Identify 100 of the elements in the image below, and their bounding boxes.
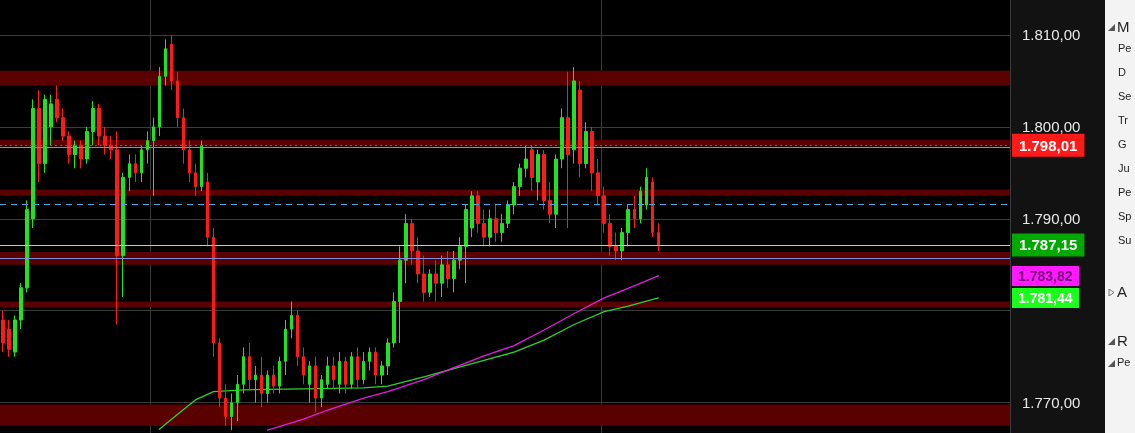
candlestick xyxy=(152,117,155,197)
candlestick xyxy=(476,190,480,234)
candlestick xyxy=(146,130,149,165)
candlestick xyxy=(128,153,131,192)
candlestick xyxy=(470,190,474,238)
candlestick xyxy=(536,149,540,201)
candlestick xyxy=(428,268,432,298)
line-series xyxy=(158,297,659,430)
text: M xyxy=(1117,18,1130,35)
candlestick xyxy=(657,222,660,252)
candlestick xyxy=(164,39,167,86)
candlestick xyxy=(13,314,17,358)
candlestick xyxy=(176,71,179,128)
text: Sp xyxy=(1118,210,1132,222)
candlestick xyxy=(434,259,438,303)
candlestick xyxy=(572,66,576,165)
candlestick xyxy=(254,365,257,404)
candlestick xyxy=(320,374,323,408)
candlestick xyxy=(542,149,546,211)
text: D xyxy=(1118,66,1126,78)
candlestick xyxy=(212,227,215,358)
candlestick xyxy=(266,369,269,404)
y-tick-label: 1.790,00 xyxy=(1022,210,1081,228)
candlestick xyxy=(620,227,624,261)
candlestick xyxy=(91,100,95,146)
candlestick xyxy=(350,351,353,390)
candlestick xyxy=(464,204,468,284)
candlestick xyxy=(326,356,329,390)
text: Pe xyxy=(1118,42,1132,54)
candlestick xyxy=(506,199,510,229)
candlestick xyxy=(614,232,618,261)
candlestick xyxy=(416,236,420,284)
candlestick xyxy=(392,291,396,348)
candlestick xyxy=(404,213,408,284)
candlestick xyxy=(230,392,233,431)
candlestick xyxy=(19,282,23,330)
candlestick xyxy=(512,181,516,215)
text: 1.781,44 xyxy=(1012,287,1079,308)
candlestick xyxy=(368,347,371,371)
candlestick xyxy=(398,245,402,344)
candlestick xyxy=(49,94,53,146)
candlestick xyxy=(374,347,377,385)
candlestick xyxy=(248,342,251,390)
text: Pe xyxy=(1118,186,1132,198)
candlestick xyxy=(1,310,5,353)
candlestick xyxy=(344,356,347,394)
candlestick xyxy=(548,181,552,224)
candlestick xyxy=(31,98,35,229)
candlestick xyxy=(488,209,492,247)
candlestick xyxy=(278,356,281,394)
y-tick-label: 1.770,00 xyxy=(1022,394,1081,412)
candlestick xyxy=(200,140,203,192)
candlestick xyxy=(446,250,450,289)
candlestick xyxy=(302,347,305,385)
candlestick xyxy=(500,213,504,243)
candlestick xyxy=(380,360,384,385)
candlestick xyxy=(284,319,287,376)
candlestick xyxy=(440,255,444,298)
candlestick xyxy=(43,94,47,174)
candlestick xyxy=(452,250,456,293)
candlestick xyxy=(338,351,341,394)
candlestick xyxy=(518,163,522,197)
candlestick xyxy=(410,218,414,266)
candlestick xyxy=(308,360,311,404)
candlestick xyxy=(560,107,564,169)
candlestick xyxy=(482,209,486,247)
text: Su xyxy=(1118,234,1132,246)
candlestick xyxy=(639,186,642,224)
candlestick xyxy=(596,158,600,206)
text: R xyxy=(1117,332,1128,349)
text: 1.783,82 xyxy=(1012,265,1079,286)
candlestick xyxy=(458,236,462,270)
candlestick xyxy=(272,365,275,394)
candlestick xyxy=(608,213,612,257)
text: Ju xyxy=(1118,162,1130,174)
candlestick xyxy=(224,383,227,427)
candlestick xyxy=(170,34,173,91)
candlestick xyxy=(55,85,59,123)
candlestick xyxy=(362,351,365,385)
candlestick xyxy=(61,107,65,142)
candlestick xyxy=(386,337,390,376)
text: Tr xyxy=(1118,114,1128,126)
candlestick xyxy=(7,319,11,358)
candlestick xyxy=(121,172,125,298)
candlestick xyxy=(85,126,89,165)
ref-line-label: 1.787,15 xyxy=(1019,236,1078,254)
candlestick xyxy=(626,204,630,247)
candlestick xyxy=(242,347,245,394)
candlestick xyxy=(602,186,606,234)
line-series xyxy=(266,275,659,431)
candlestick xyxy=(524,144,528,178)
candlestick xyxy=(422,255,426,303)
candlestick xyxy=(260,356,263,408)
candlestick xyxy=(651,176,654,238)
candlestick xyxy=(494,204,498,243)
candlestick xyxy=(314,356,317,413)
candlestick xyxy=(194,163,197,197)
candlestick xyxy=(356,347,359,390)
candlestick xyxy=(206,172,209,247)
candlestick xyxy=(584,121,588,169)
